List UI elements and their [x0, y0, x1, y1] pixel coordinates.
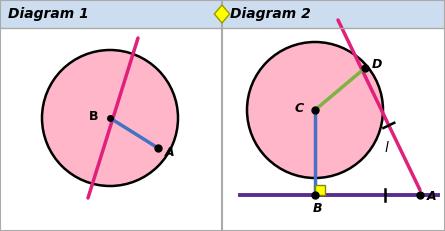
Bar: [315, 185, 325, 195]
Polygon shape: [214, 5, 230, 23]
Bar: [0, 28, 222, 231]
Text: C: C: [295, 101, 303, 115]
Text: Diagram 2: Diagram 2: [230, 7, 311, 21]
Text: B: B: [312, 203, 322, 216]
Text: B: B: [89, 109, 99, 122]
Text: l: l: [384, 141, 388, 155]
Circle shape: [247, 42, 383, 178]
Bar: [0, 0, 222, 28]
Bar: [222, 0, 445, 28]
Text: D: D: [372, 58, 382, 70]
Text: Diagram 1: Diagram 1: [8, 7, 89, 21]
Text: A: A: [165, 146, 175, 158]
Bar: [222, 28, 445, 231]
Text: A: A: [427, 191, 437, 204]
Circle shape: [42, 50, 178, 186]
